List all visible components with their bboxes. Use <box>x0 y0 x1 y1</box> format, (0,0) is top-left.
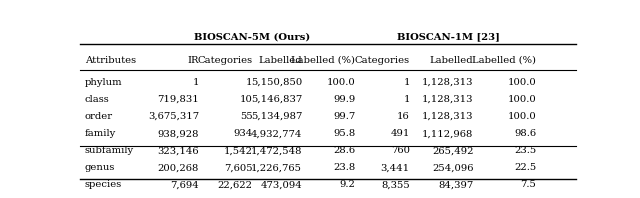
Text: 254,096: 254,096 <box>432 163 474 172</box>
Text: 938,928: 938,928 <box>157 129 199 138</box>
Text: IR: IR <box>188 56 199 65</box>
Text: 1,226,765: 1,226,765 <box>252 163 302 172</box>
Text: 473,094: 473,094 <box>260 180 302 189</box>
Text: 1: 1 <box>193 78 199 87</box>
Text: 4,932,774: 4,932,774 <box>251 129 302 138</box>
Text: species: species <box>85 180 122 189</box>
Text: 8,355: 8,355 <box>381 180 410 189</box>
Text: 200,268: 200,268 <box>157 163 199 172</box>
Text: 100.0: 100.0 <box>508 112 536 121</box>
Text: 95.8: 95.8 <box>333 129 355 138</box>
Text: 491: 491 <box>390 129 410 138</box>
Text: 100.0: 100.0 <box>326 78 355 87</box>
Text: 1,542: 1,542 <box>223 146 253 155</box>
Text: 9.2: 9.2 <box>339 180 355 189</box>
Text: 7.5: 7.5 <box>520 180 536 189</box>
Text: family: family <box>85 129 116 138</box>
Text: 1: 1 <box>403 95 410 104</box>
Text: 719,831: 719,831 <box>157 95 199 104</box>
Text: 5,150,850: 5,150,850 <box>251 78 302 87</box>
Text: BIOSCAN-1M [23]: BIOSCAN-1M [23] <box>397 32 499 41</box>
Text: 1,128,313: 1,128,313 <box>422 78 474 87</box>
Text: 1: 1 <box>246 78 253 87</box>
Text: Labelled (%): Labelled (%) <box>291 56 355 65</box>
Text: 7,694: 7,694 <box>170 180 199 189</box>
Text: phylum: phylum <box>85 78 123 87</box>
Text: 5,146,837: 5,146,837 <box>251 95 302 104</box>
Text: Labelled: Labelled <box>259 56 302 65</box>
Text: 16: 16 <box>397 112 410 121</box>
Text: Categories: Categories <box>198 56 253 65</box>
Text: 1,128,313: 1,128,313 <box>422 112 474 121</box>
Text: 1,128,313: 1,128,313 <box>422 95 474 104</box>
Text: 934: 934 <box>234 129 253 138</box>
Text: 23.5: 23.5 <box>514 146 536 155</box>
Text: 1,112,968: 1,112,968 <box>422 129 474 138</box>
Text: genus: genus <box>85 163 115 172</box>
Text: 22,622: 22,622 <box>218 180 253 189</box>
Text: 28.6: 28.6 <box>333 146 355 155</box>
Text: 265,492: 265,492 <box>432 146 474 155</box>
Text: subfamily: subfamily <box>85 146 134 155</box>
Text: BIOSCAN-5M (Ours): BIOSCAN-5M (Ours) <box>195 32 311 41</box>
Text: 3,441: 3,441 <box>381 163 410 172</box>
Text: 10: 10 <box>240 95 253 104</box>
Text: 3,675,317: 3,675,317 <box>148 112 199 121</box>
Text: Labelled (%): Labelled (%) <box>472 56 536 65</box>
Text: 100.0: 100.0 <box>508 78 536 87</box>
Text: class: class <box>85 95 109 104</box>
Text: 98.6: 98.6 <box>514 129 536 138</box>
Text: Categories: Categories <box>355 56 410 65</box>
Text: 1,472,548: 1,472,548 <box>251 146 302 155</box>
Text: 99.7: 99.7 <box>333 112 355 121</box>
Text: 84,397: 84,397 <box>438 180 474 189</box>
Text: order: order <box>85 112 113 121</box>
Text: 5,134,987: 5,134,987 <box>251 112 302 121</box>
Text: 99.9: 99.9 <box>333 95 355 104</box>
Text: 760: 760 <box>391 146 410 155</box>
Text: 323,146: 323,146 <box>157 146 199 155</box>
Text: 100.0: 100.0 <box>508 95 536 104</box>
Text: 7,605: 7,605 <box>224 163 253 172</box>
Text: 1: 1 <box>403 78 410 87</box>
Text: 23.8: 23.8 <box>333 163 355 172</box>
Text: 55: 55 <box>240 112 253 121</box>
Text: Attributes: Attributes <box>85 56 136 65</box>
Text: Labelled: Labelled <box>429 56 474 65</box>
Text: 22.5: 22.5 <box>514 163 536 172</box>
